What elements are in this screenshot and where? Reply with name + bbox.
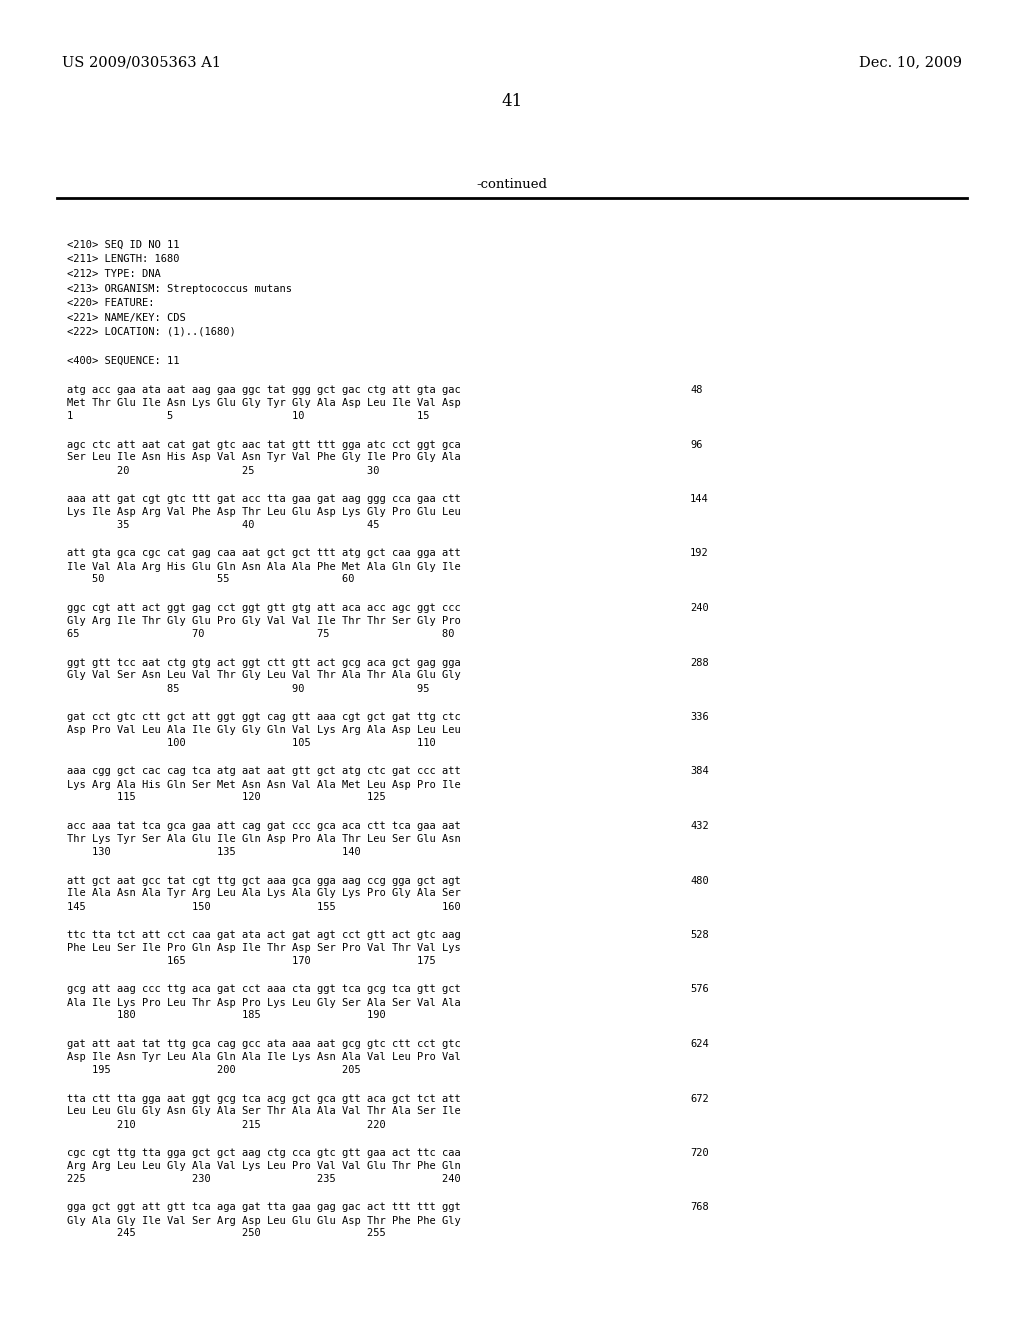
Text: Lys Arg Ala His Gln Ser Met Asn Asn Val Ala Met Leu Asp Pro Ile: Lys Arg Ala His Gln Ser Met Asn Asn Val …	[67, 780, 461, 789]
Text: gat att aat tat ttg gca cag gcc ata aaa aat gcg gtc ctt cct gtc: gat att aat tat ttg gca cag gcc ata aaa …	[67, 1039, 461, 1049]
Text: 35                  40                  45: 35 40 45	[67, 520, 380, 531]
Text: 384: 384	[690, 767, 709, 776]
Text: ggt gtt tcc aat ctg gtg act ggt ctt gtt act gcg aca gct gag gga: ggt gtt tcc aat ctg gtg act ggt ctt gtt …	[67, 657, 461, 668]
Text: tta ctt tta gga aat ggt gcg tca acg gct gca gtt aca gct tct att: tta ctt tta gga aat ggt gcg tca acg gct …	[67, 1093, 461, 1104]
Text: <220> FEATURE:: <220> FEATURE:	[67, 298, 155, 308]
Text: Met Thr Glu Ile Asn Lys Glu Gly Tyr Gly Ala Asp Leu Ile Val Asp: Met Thr Glu Ile Asn Lys Glu Gly Tyr Gly …	[67, 399, 461, 408]
Text: Asp Ile Asn Tyr Leu Ala Gln Ala Ile Lys Asn Ala Val Leu Pro Val: Asp Ile Asn Tyr Leu Ala Gln Ala Ile Lys …	[67, 1052, 461, 1063]
Text: 195                 200                 205: 195 200 205	[67, 1065, 360, 1074]
Text: 480: 480	[690, 875, 709, 886]
Text: -continued: -continued	[476, 178, 548, 191]
Text: US 2009/0305363 A1: US 2009/0305363 A1	[62, 55, 221, 69]
Text: 432: 432	[690, 821, 709, 832]
Text: 50                  55                  60: 50 55 60	[67, 574, 354, 585]
Text: 85                  90                  95: 85 90 95	[67, 684, 429, 693]
Text: <400> SEQUENCE: 11: <400> SEQUENCE: 11	[67, 356, 179, 366]
Text: gga gct ggt att gtt tca aga gat tta gaa gag gac act ttt ttt ggt: gga gct ggt att gtt tca aga gat tta gaa …	[67, 1203, 461, 1213]
Text: <212> TYPE: DNA: <212> TYPE: DNA	[67, 269, 161, 279]
Text: att gta gca cgc cat gag caa aat gct gct ttt atg gct caa gga att: att gta gca cgc cat gag caa aat gct gct …	[67, 549, 461, 558]
Text: <221> NAME/KEY: CDS: <221> NAME/KEY: CDS	[67, 313, 185, 322]
Text: 192: 192	[690, 549, 709, 558]
Text: 48: 48	[690, 385, 702, 395]
Text: 165                 170                 175: 165 170 175	[67, 956, 436, 966]
Text: Ile Val Ala Arg His Glu Gln Asn Ala Ala Phe Met Ala Gln Gly Ile: Ile Val Ala Arg His Glu Gln Asn Ala Ala …	[67, 561, 461, 572]
Text: gat cct gtc ctt gct att ggt ggt cag gtt aaa cgt gct gat ttg ctc: gat cct gtc ctt gct att ggt ggt cag gtt …	[67, 711, 461, 722]
Text: 145                 150                 155                 160: 145 150 155 160	[67, 902, 461, 912]
Text: 720: 720	[690, 1148, 709, 1158]
Text: Gly Ala Gly Ile Val Ser Arg Asp Leu Glu Glu Asp Thr Phe Phe Gly: Gly Ala Gly Ile Val Ser Arg Asp Leu Glu …	[67, 1216, 461, 1225]
Text: Ala Ile Lys Pro Leu Thr Asp Pro Lys Leu Gly Ser Ala Ser Val Ala: Ala Ile Lys Pro Leu Thr Asp Pro Lys Leu …	[67, 998, 461, 1007]
Text: 115                 120                 125: 115 120 125	[67, 792, 386, 803]
Text: Lys Ile Asp Arg Val Phe Asp Thr Leu Glu Asp Lys Gly Pro Glu Leu: Lys Ile Asp Arg Val Phe Asp Thr Leu Glu …	[67, 507, 461, 517]
Text: att gct aat gcc tat cgt ttg gct aaa gca gga aag ccg gga gct agt: att gct aat gcc tat cgt ttg gct aaa gca …	[67, 875, 461, 886]
Text: 288: 288	[690, 657, 709, 668]
Text: Gly Val Ser Asn Leu Val Thr Gly Leu Val Thr Ala Thr Ala Glu Gly: Gly Val Ser Asn Leu Val Thr Gly Leu Val …	[67, 671, 461, 681]
Text: 672: 672	[690, 1093, 709, 1104]
Text: atg acc gaa ata aat aag gaa ggc tat ggg gct gac ctg att gta gac: atg acc gaa ata aat aag gaa ggc tat ggg …	[67, 385, 461, 395]
Text: Arg Arg Leu Leu Gly Ala Val Lys Leu Pro Val Val Glu Thr Phe Gln: Arg Arg Leu Leu Gly Ala Val Lys Leu Pro …	[67, 1162, 461, 1171]
Text: aaa att gat cgt gtc ttt gat acc tta gaa gat aag ggg cca gaa ctt: aaa att gat cgt gtc ttt gat acc tta gaa …	[67, 494, 461, 504]
Text: 336: 336	[690, 711, 709, 722]
Text: Phe Leu Ser Ile Pro Gln Asp Ile Thr Asp Ser Pro Val Thr Val Lys: Phe Leu Ser Ile Pro Gln Asp Ile Thr Asp …	[67, 942, 461, 953]
Text: aaa cgg gct cac cag tca atg aat aat gtt gct atg ctc gat ccc att: aaa cgg gct cac cag tca atg aat aat gtt …	[67, 767, 461, 776]
Text: ggc cgt att act ggt gag cct ggt gtt gtg att aca acc agc ggt ccc: ggc cgt att act ggt gag cct ggt gtt gtg …	[67, 603, 461, 612]
Text: 96: 96	[690, 440, 702, 450]
Text: Asp Pro Val Leu Ala Ile Gly Gly Gln Val Lys Arg Ala Asp Leu Leu: Asp Pro Val Leu Ala Ile Gly Gly Gln Val …	[67, 725, 461, 735]
Text: 245                 250                 255: 245 250 255	[67, 1229, 386, 1238]
Text: <222> LOCATION: (1)..(1680): <222> LOCATION: (1)..(1680)	[67, 327, 236, 337]
Text: <210> SEQ ID NO 11: <210> SEQ ID NO 11	[67, 240, 179, 249]
Text: Gly Arg Ile Thr Gly Glu Pro Gly Val Val Ile Thr Thr Ser Gly Pro: Gly Arg Ile Thr Gly Glu Pro Gly Val Val …	[67, 616, 461, 626]
Text: 240: 240	[690, 603, 709, 612]
Text: Ser Leu Ile Asn His Asp Val Asn Tyr Val Phe Gly Ile Pro Gly Ala: Ser Leu Ile Asn His Asp Val Asn Tyr Val …	[67, 453, 461, 462]
Text: <213> ORGANISM: Streptococcus mutans: <213> ORGANISM: Streptococcus mutans	[67, 284, 292, 293]
Text: 576: 576	[690, 985, 709, 994]
Text: gcg att aag ccc ttg aca gat cct aaa cta ggt tca gcg tca gtt gct: gcg att aag ccc ttg aca gat cct aaa cta …	[67, 985, 461, 994]
Text: 100                 105                 110: 100 105 110	[67, 738, 436, 748]
Text: 144: 144	[690, 494, 709, 504]
Text: ttc tta tct att cct caa gat ata act gat agt cct gtt act gtc aag: ttc tta tct att cct caa gat ata act gat …	[67, 931, 461, 940]
Text: 768: 768	[690, 1203, 709, 1213]
Text: Thr Lys Tyr Ser Ala Glu Ile Gln Asp Pro Ala Thr Leu Ser Glu Asn: Thr Lys Tyr Ser Ala Glu Ile Gln Asp Pro …	[67, 834, 461, 843]
Text: 65                  70                  75                  80: 65 70 75 80	[67, 630, 455, 639]
Text: Leu Leu Glu Gly Asn Gly Ala Ser Thr Ala Ala Val Thr Ala Ser Ile: Leu Leu Glu Gly Asn Gly Ala Ser Thr Ala …	[67, 1106, 461, 1117]
Text: 180                 185                 190: 180 185 190	[67, 1011, 386, 1020]
Text: acc aaa tat tca gca gaa att cag gat ccc gca aca ctt tca gaa aat: acc aaa tat tca gca gaa att cag gat ccc …	[67, 821, 461, 832]
Text: Dec. 10, 2009: Dec. 10, 2009	[859, 55, 962, 69]
Text: 210                 215                 220: 210 215 220	[67, 1119, 386, 1130]
Text: 624: 624	[690, 1039, 709, 1049]
Text: 225                 230                 235                 240: 225 230 235 240	[67, 1173, 461, 1184]
Text: 130                 135                 140: 130 135 140	[67, 847, 360, 857]
Text: 528: 528	[690, 931, 709, 940]
Text: 1               5                   10                  15: 1 5 10 15	[67, 411, 429, 421]
Text: agc ctc att aat cat gat gtc aac tat gtt ttt gga atc cct ggt gca: agc ctc att aat cat gat gtc aac tat gtt …	[67, 440, 461, 450]
Text: cgc cgt ttg tta gga gct gct aag ctg cca gtc gtt gaa act ttc caa: cgc cgt ttg tta gga gct gct aag ctg cca …	[67, 1148, 461, 1158]
Text: Ile Ala Asn Ala Tyr Arg Leu Ala Lys Ala Gly Lys Pro Gly Ala Ser: Ile Ala Asn Ala Tyr Arg Leu Ala Lys Ala …	[67, 888, 461, 899]
Text: <211> LENGTH: 1680: <211> LENGTH: 1680	[67, 255, 179, 264]
Text: 41: 41	[502, 94, 522, 111]
Text: 20                  25                  30: 20 25 30	[67, 466, 380, 475]
